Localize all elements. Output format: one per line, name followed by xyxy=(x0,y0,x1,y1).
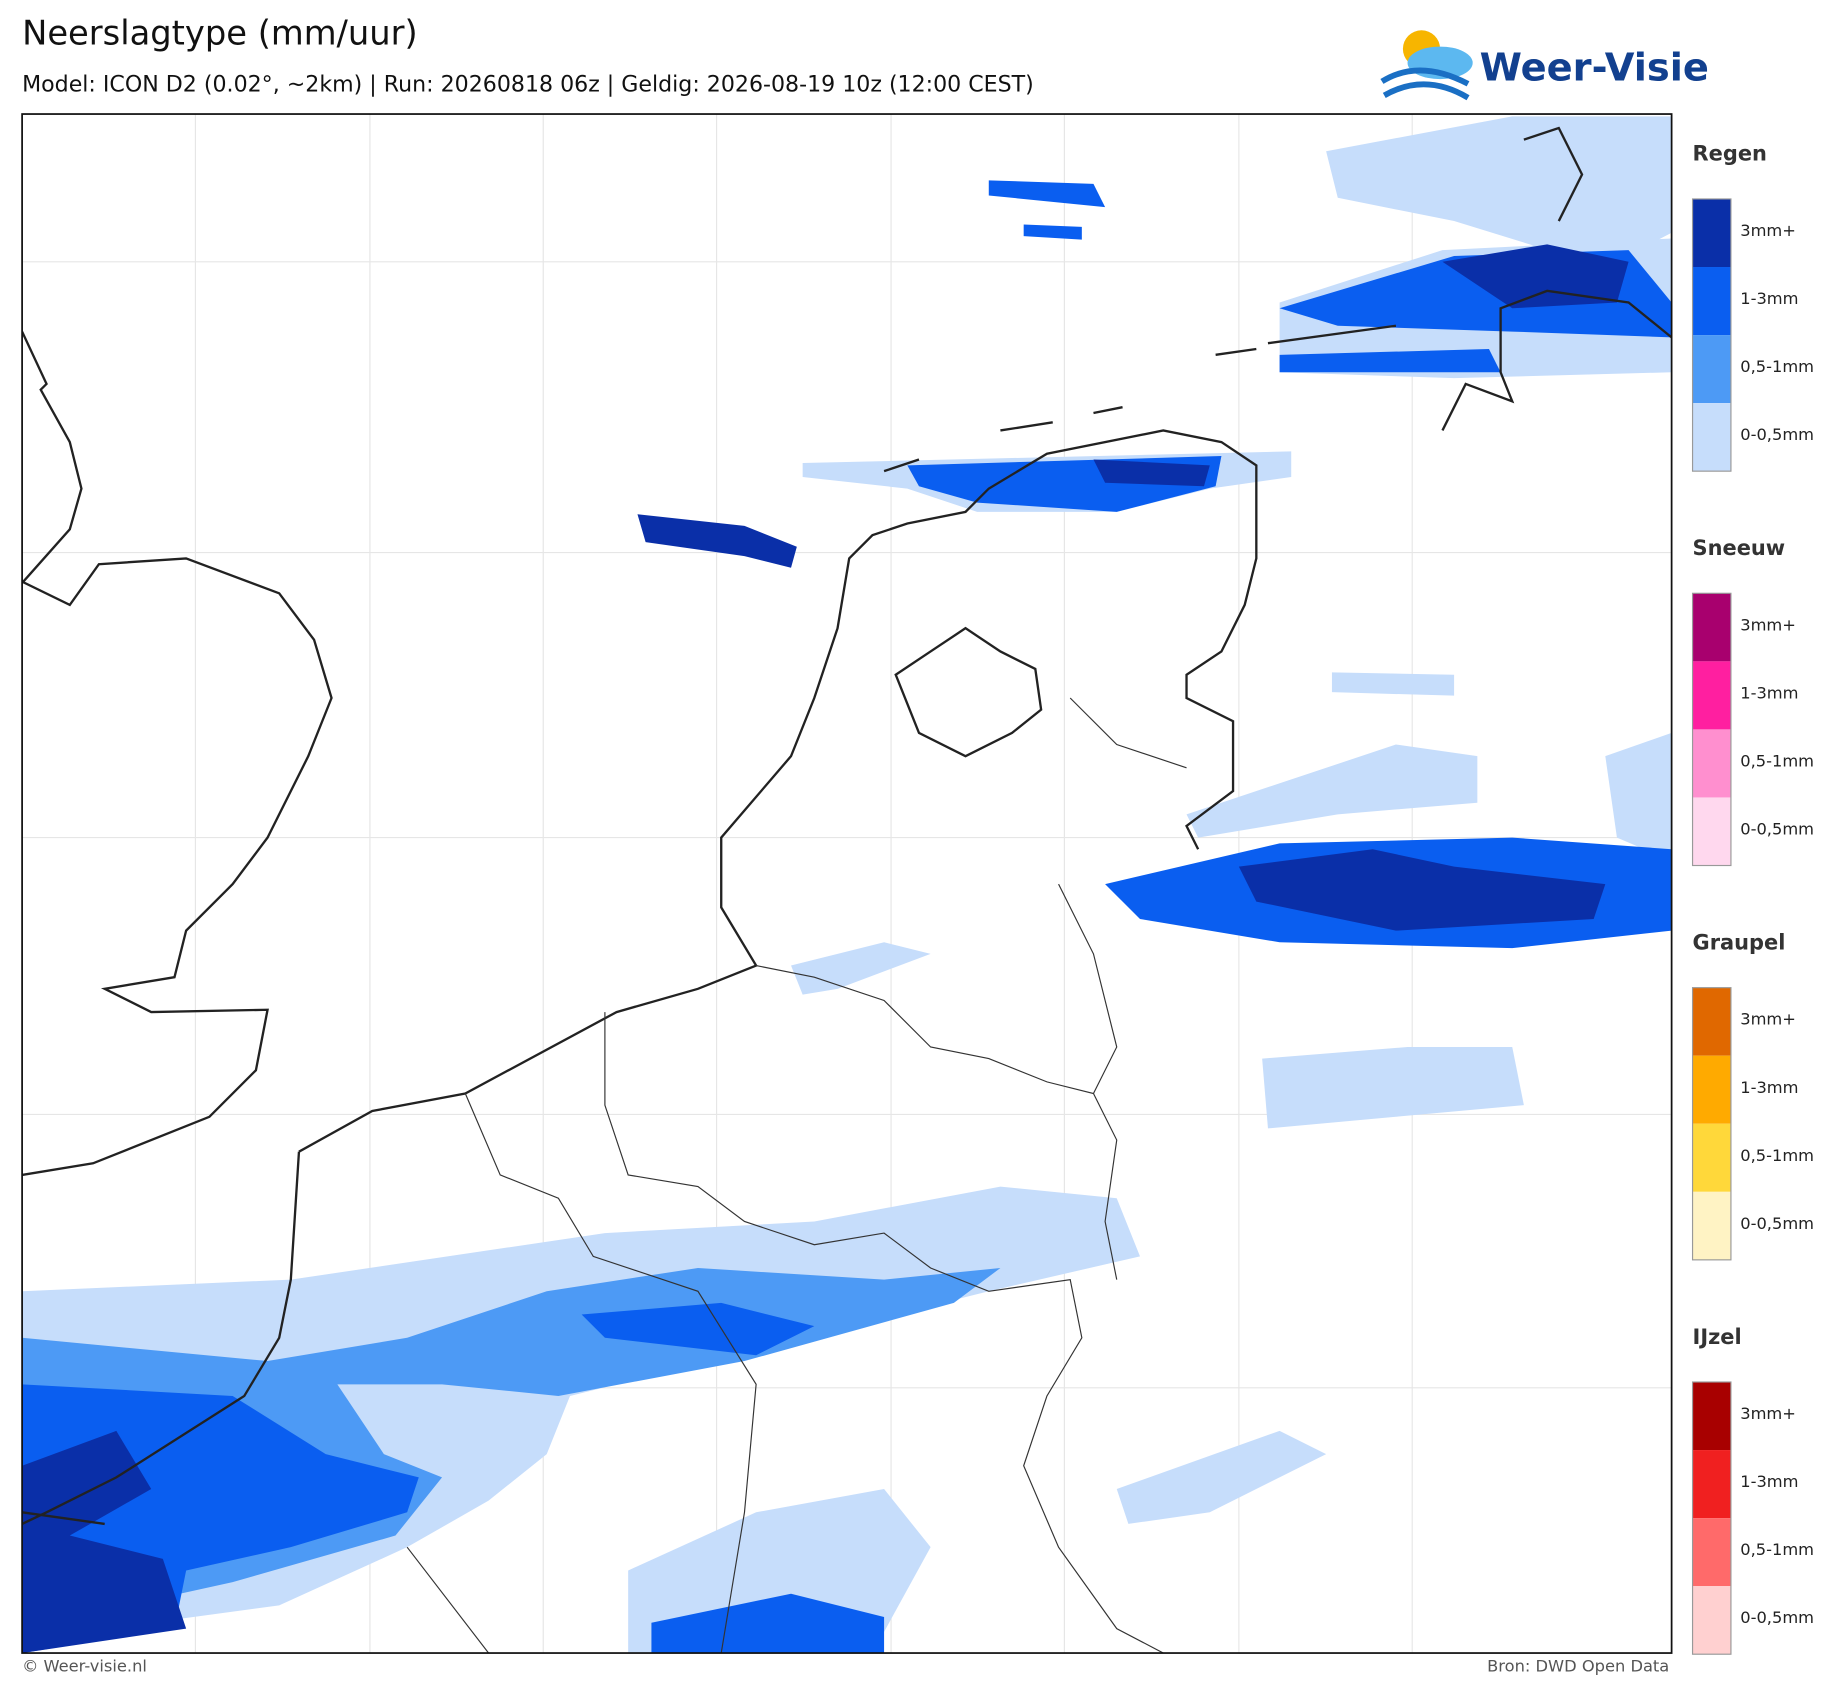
legend-label: 0,5-1mm xyxy=(1740,1146,1814,1165)
footer-right: Bron: DWD Open Data xyxy=(1487,1657,1669,1676)
legend-swatch xyxy=(1692,1450,1731,1519)
legend-title: Graupel xyxy=(1693,930,1786,954)
logo-text: Weer-Visie xyxy=(1480,45,1709,90)
borders xyxy=(406,697,1187,1654)
footer-left: © Weer-visie.nl xyxy=(22,1657,147,1676)
legend-label: 3mm+ xyxy=(1740,1404,1796,1423)
legend-swatch xyxy=(1692,198,1731,268)
legend-title: Sneeuw xyxy=(1693,536,1786,560)
legend-swatch xyxy=(1692,335,1731,404)
legend-swatch xyxy=(1692,661,1731,730)
precipitation xyxy=(22,116,1672,1654)
legend-swatch xyxy=(1692,1518,1731,1587)
legend-label: 3mm+ xyxy=(1740,615,1796,634)
legend-swatch xyxy=(1692,593,1731,662)
subtitle: Model: ICON D2 (0.02°, ~2km) | Run: 2026… xyxy=(22,71,1034,97)
legend-label: 0,5-1mm xyxy=(1740,751,1814,770)
legend-label: 1-3mm xyxy=(1740,1472,1798,1491)
legend-bar-frame xyxy=(1691,1381,1732,1655)
legend-swatch xyxy=(1692,797,1731,866)
legend-label: 0,5-1mm xyxy=(1740,357,1814,376)
legend: Regen 3mm+ 1-3mm 0,5-1mm 0-0,5mm Sneeuw 3mm+ 1-… xyxy=(1691,142,1814,1655)
legend-swatch xyxy=(1692,1055,1731,1124)
legend-swatch xyxy=(1692,1382,1731,1451)
legend-label: 3mm+ xyxy=(1740,1010,1796,1029)
legend-label: 0-0,5mm xyxy=(1740,1214,1814,1233)
legend-label: 0-0,5mm xyxy=(1740,820,1814,839)
legend-title: Regen xyxy=(1693,142,1767,166)
legend-label: 1-3mm xyxy=(1740,1078,1798,1097)
legend-label: 0,5-1mm xyxy=(1740,1540,1814,1559)
legend-title: IJzel xyxy=(1693,1325,1742,1349)
legend-label: 1-3mm xyxy=(1740,683,1798,702)
legend-swatch xyxy=(1692,1123,1731,1192)
map-frame xyxy=(21,113,1673,1654)
legend-bar-frame xyxy=(1691,987,1732,1261)
legend-label: 0-0,5mm xyxy=(1740,1608,1814,1627)
legend-swatch xyxy=(1692,1191,1731,1260)
legend-label: 0-0,5mm xyxy=(1740,425,1814,444)
title: Neerslagtype (mm/uur) xyxy=(22,13,418,52)
legend-swatch xyxy=(1692,987,1731,1056)
legend-bar-frame xyxy=(1691,198,1732,472)
legend-label: 3mm+ xyxy=(1740,221,1796,240)
legend-swatch xyxy=(1692,729,1731,798)
logo: Weer-Visie xyxy=(1380,30,1709,101)
legend-swatch xyxy=(1692,403,1731,472)
legend-swatch xyxy=(1692,267,1731,336)
legend-swatch xyxy=(1692,1586,1731,1655)
map xyxy=(22,114,1672,1654)
legend-bar-frame xyxy=(1691,592,1732,867)
coastlines xyxy=(22,126,1672,1526)
legend-label: 1-3mm xyxy=(1740,289,1798,308)
